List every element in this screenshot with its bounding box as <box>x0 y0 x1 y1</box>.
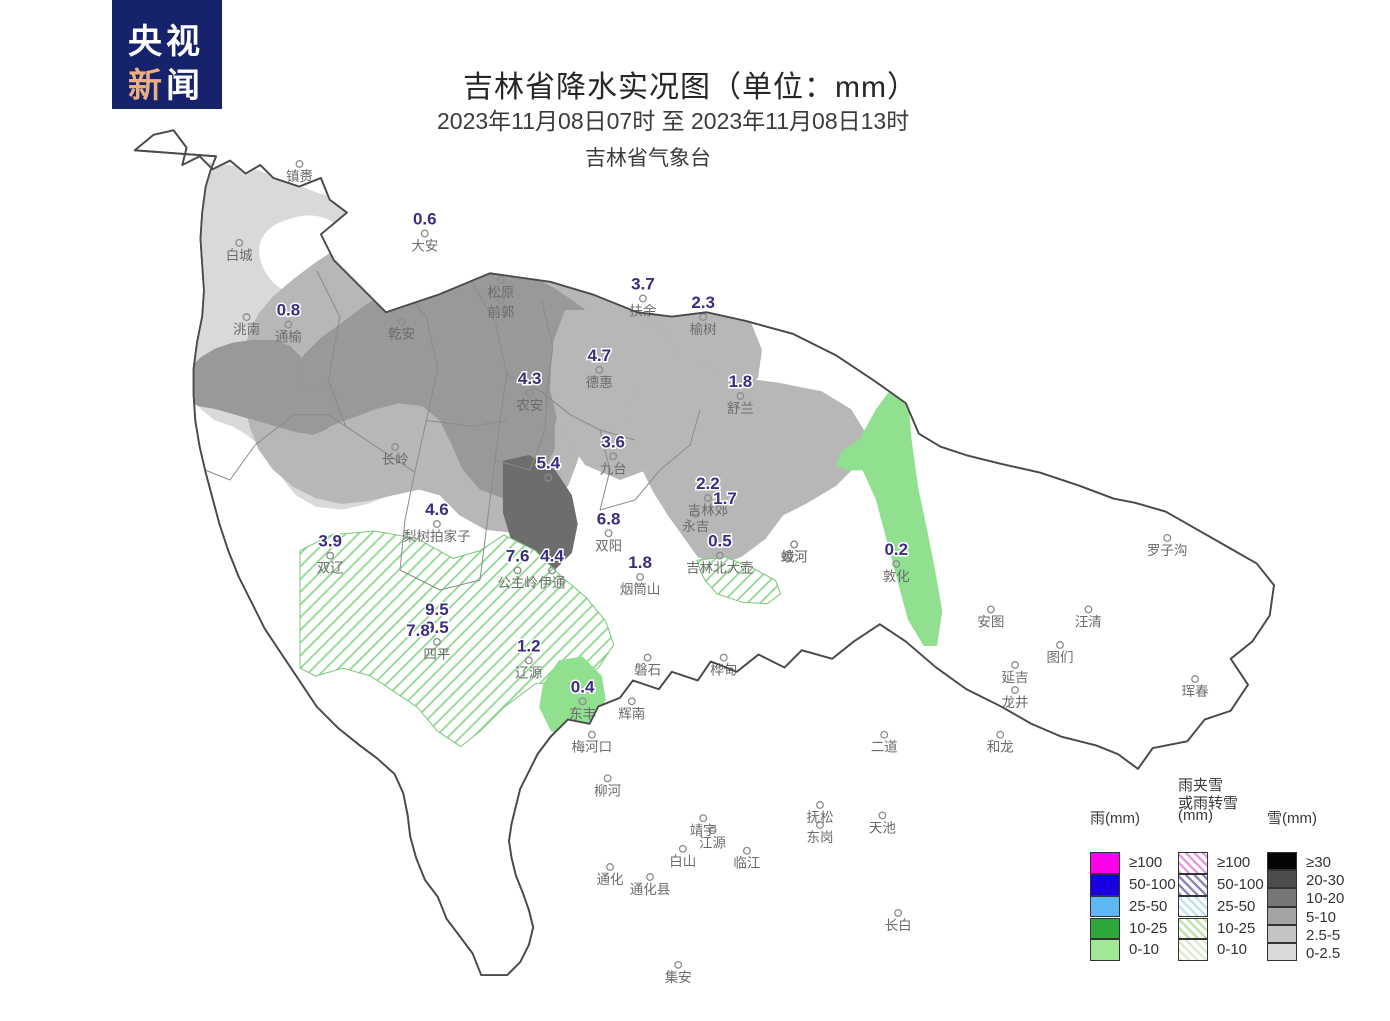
svg-text:珲春: 珲春 <box>1182 684 1210 699</box>
svg-text:前郭: 前郭 <box>487 304 514 320</box>
svg-text:汪清: 汪清 <box>1075 614 1102 629</box>
svg-text:双辽: 双辽 <box>317 561 344 576</box>
svg-text:3.6: 3.6 <box>601 432 625 451</box>
svg-text:辉南: 辉南 <box>618 706 645 721</box>
svg-text:公主岭: 公主岭 <box>497 575 538 590</box>
svg-text:1.2: 1.2 <box>517 636 541 655</box>
svg-text:江源: 江源 <box>699 835 727 850</box>
svg-text:九台: 九台 <box>600 461 627 476</box>
svg-text:4.3: 4.3 <box>518 369 542 388</box>
svg-text:梨树拍家子: 梨树拍家子 <box>403 528 471 544</box>
svg-text:3.9: 3.9 <box>318 532 342 551</box>
svg-text:长岭: 长岭 <box>382 452 409 467</box>
svg-text:伊通: 伊通 <box>539 575 567 590</box>
svg-text:和龙: 和龙 <box>987 740 1014 755</box>
svg-text:0.2: 0.2 <box>884 540 908 559</box>
svg-text:松原: 松原 <box>487 285 514 300</box>
svg-text:通化: 通化 <box>597 872 624 887</box>
svg-text:白城: 白城 <box>226 248 253 263</box>
svg-text:1.7: 1.7 <box>713 489 737 508</box>
svg-text:镇赉: 镇赉 <box>286 169 313 184</box>
svg-text:磐石: 磐石 <box>634 663 661 678</box>
svg-text:3.7: 3.7 <box>631 275 655 294</box>
svg-text:天池: 天池 <box>869 820 896 835</box>
svg-text:4.4: 4.4 <box>540 546 564 565</box>
svg-text:双阳: 双阳 <box>595 538 622 553</box>
svg-text:安图: 安图 <box>977 614 1004 629</box>
svg-text:长春: 长春 <box>535 483 562 498</box>
svg-text:乾安: 乾安 <box>388 327 415 342</box>
svg-text:农安: 农安 <box>516 398 543 413</box>
svg-text:德惠: 德惠 <box>586 375 613 390</box>
svg-text:长白: 长白 <box>885 918 912 933</box>
svg-text:4.6: 4.6 <box>425 500 449 519</box>
svg-text:6.8: 6.8 <box>597 509 621 528</box>
svg-text:白山: 白山 <box>669 854 696 869</box>
svg-text:二道: 二道 <box>871 740 898 755</box>
svg-text:延吉: 延吉 <box>1002 670 1029 685</box>
svg-text:吉林北大壶: 吉林北大壶 <box>686 561 754 576</box>
svg-text:洮南: 洮南 <box>233 322 260 337</box>
svg-text:四平: 四平 <box>423 647 450 662</box>
svg-text:7.6: 7.6 <box>506 546 530 565</box>
svg-text:2.3: 2.3 <box>691 293 715 312</box>
svg-text:龙井: 龙井 <box>1002 695 1029 710</box>
svg-text:集安: 集安 <box>665 970 692 985</box>
svg-text:抚松: 抚松 <box>807 810 834 825</box>
svg-text:0.8: 0.8 <box>277 301 301 320</box>
svg-text:通化县: 通化县 <box>630 882 671 897</box>
svg-text:5.4: 5.4 <box>536 454 560 473</box>
svg-text:1.8: 1.8 <box>729 372 753 391</box>
svg-text:通榆: 通榆 <box>275 330 302 345</box>
svg-text:临江: 临江 <box>733 856 760 871</box>
svg-text:永吉: 永吉 <box>682 519 709 534</box>
svg-text:榆树: 榆树 <box>690 322 717 337</box>
svg-text:烟筒山: 烟筒山 <box>620 581 661 597</box>
svg-text:蛾河: 蛾河 <box>781 549 808 564</box>
svg-text:柳河: 柳河 <box>594 783 622 798</box>
svg-text:敦化: 敦化 <box>883 569 910 584</box>
svg-text:舒兰: 舒兰 <box>727 401 754 416</box>
svg-text:9.5: 9.5 <box>425 600 449 619</box>
svg-text:1.8: 1.8 <box>628 553 652 572</box>
svg-text:0.4: 0.4 <box>571 677 595 696</box>
svg-text:图们: 图们 <box>1047 650 1074 665</box>
svg-text:梅河口: 梅河口 <box>572 740 613 755</box>
svg-text:0.6: 0.6 <box>413 210 437 229</box>
svg-text:罗子沟: 罗子沟 <box>1147 543 1188 558</box>
svg-text:东岗: 东岗 <box>807 830 834 845</box>
svg-text:7.8: 7.8 <box>406 621 430 640</box>
svg-text:4.7: 4.7 <box>587 346 611 365</box>
svg-text:大安: 大安 <box>411 239 438 254</box>
svg-text:0.5: 0.5 <box>708 532 732 551</box>
svg-text:辽源: 辽源 <box>515 665 542 680</box>
